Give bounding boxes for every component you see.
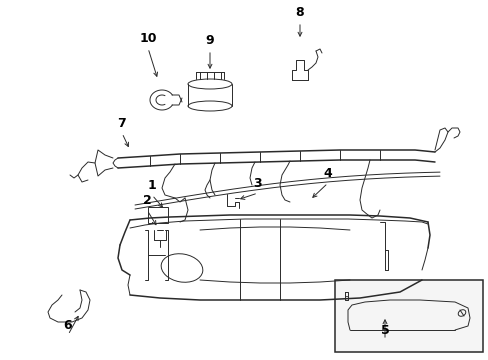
Text: 4: 4 [323,167,332,180]
Text: 2: 2 [142,194,151,207]
Text: 3: 3 [253,177,262,190]
Text: 10: 10 [139,32,157,45]
Text: 1: 1 [147,179,156,192]
Text: 5: 5 [380,324,388,337]
Bar [148,207,168,223]
Text: 7: 7 [118,117,126,130]
Text: 8: 8 [295,6,304,19]
Bar [334,280,482,352]
Text: 6: 6 [63,319,72,332]
Text: 9: 9 [205,34,214,47]
